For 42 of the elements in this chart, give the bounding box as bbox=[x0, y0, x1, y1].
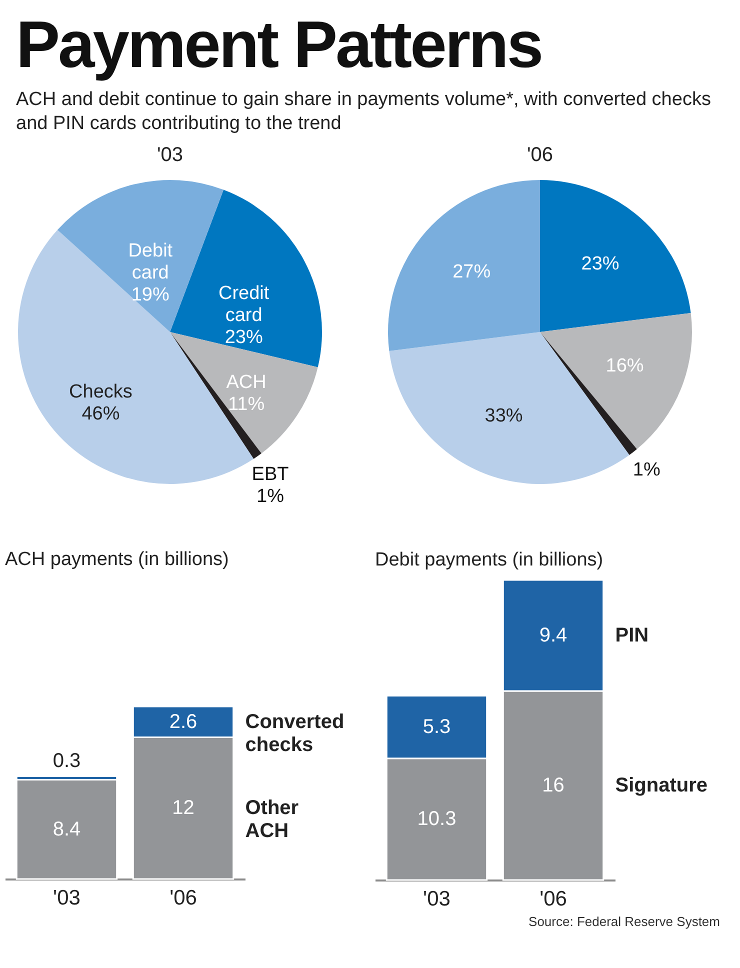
data-label: 1% bbox=[256, 486, 284, 508]
data-label: 27% bbox=[452, 262, 491, 283]
series-label: Signature bbox=[615, 774, 708, 797]
pie-slice bbox=[540, 180, 691, 332]
data-label: 9.4 bbox=[539, 624, 568, 647]
data-label: 33% bbox=[484, 406, 523, 427]
data-label: 2.6 bbox=[169, 710, 198, 733]
data-label: 5.3 bbox=[422, 716, 451, 738]
data-label: 23% bbox=[581, 254, 620, 275]
data-label: 12 bbox=[172, 797, 194, 820]
pie-slice bbox=[540, 312, 692, 450]
series-label: PIN bbox=[615, 624, 649, 647]
text: ACH and debit continue to gain share in payments volume*, with converted checks and PIN cards contributing to the trend bbox=[16, 88, 712, 136]
data-label: 19% bbox=[131, 284, 170, 306]
text: Payment Patterns bbox=[16, 6, 543, 82]
slice-label: EBT bbox=[252, 464, 290, 486]
chart-title: '06 bbox=[526, 144, 554, 166]
x-tick-label: '03 bbox=[53, 886, 80, 910]
series-label: Other ACH bbox=[245, 797, 299, 842]
data-label: 11% bbox=[228, 394, 265, 415]
data-label: 10.3 bbox=[417, 808, 456, 830]
slice-label: Debit card bbox=[128, 240, 174, 284]
data-label: 16% bbox=[606, 356, 644, 377]
data-label: 1% bbox=[632, 459, 660, 480]
data-label: 8.4 bbox=[52, 818, 81, 840]
data-label: 23% bbox=[224, 326, 263, 348]
data-label: 16 bbox=[542, 774, 564, 797]
x-tick-label: '06 bbox=[170, 886, 197, 910]
chart-title: ACH payments (in billions) bbox=[5, 549, 229, 570]
slice-label: Checks bbox=[69, 381, 132, 402]
bar bbox=[16, 779, 118, 880]
slice-label: ACH bbox=[226, 372, 266, 393]
data-label: 0.3 bbox=[52, 750, 81, 772]
x-tick-label: '03 bbox=[423, 888, 450, 910]
series-label: Converted checks bbox=[245, 710, 344, 756]
pie-slice bbox=[388, 180, 540, 352]
data-label: 46% bbox=[82, 403, 120, 424]
x-tick-label: '06 bbox=[540, 888, 567, 910]
chart-title: '03 bbox=[156, 144, 184, 166]
chart-title: Debit payments (in billions) bbox=[375, 549, 604, 570]
slice-label: Credit card bbox=[218, 282, 270, 326]
source-note: Source: Federal Reserve System bbox=[528, 914, 720, 929]
